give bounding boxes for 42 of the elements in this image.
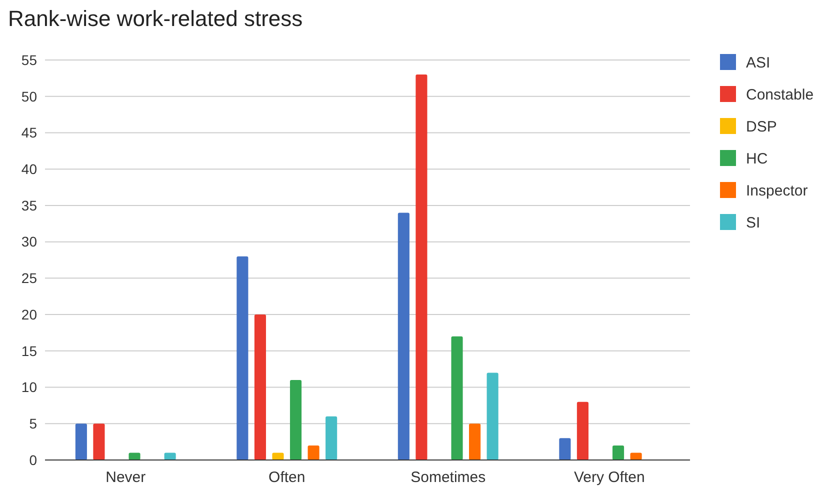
bar (326, 416, 338, 460)
x-tick-label: Often (268, 469, 306, 486)
legend-label: SI (746, 214, 760, 232)
x-tick-label: Sometimes (410, 469, 486, 486)
legend-label: Inspector (746, 182, 808, 200)
legend-label: ASI (746, 54, 770, 72)
chart-title: Rank-wise work-related stress (8, 6, 303, 31)
y-tick-label: 35 (21, 197, 38, 214)
y-tick-label: 40 (21, 160, 38, 177)
y-tick-label: 5 (29, 416, 38, 432)
y-tick-label: 20 (21, 306, 38, 322)
bar (254, 314, 266, 460)
bar (75, 424, 87, 460)
y-tick-label: 55 (21, 52, 38, 68)
bar (559, 438, 571, 460)
bar (486, 372, 498, 460)
y-tick-label: 10 (21, 379, 38, 396)
legend-label: Constable (746, 86, 814, 104)
x-tick-label: Very Often (574, 469, 645, 486)
y-tick-label: 15 (21, 342, 38, 359)
y-tick-label: 25 (21, 270, 38, 286)
bar (236, 256, 248, 460)
bar (416, 74, 428, 460)
y-tick-label: 45 (21, 124, 38, 141)
bar (93, 424, 105, 460)
bar (630, 452, 642, 460)
y-tick-label: 30 (21, 234, 38, 250)
bar (469, 424, 481, 460)
legend-label: HC (746, 150, 768, 168)
bar (612, 445, 624, 460)
bar (272, 452, 284, 460)
bar (451, 336, 463, 460)
bar (576, 402, 588, 460)
x-tick-label: Never (106, 469, 146, 486)
bar (128, 452, 140, 460)
bar (164, 452, 176, 460)
bar (290, 380, 302, 460)
y-tick-label: 50 (21, 88, 38, 104)
bar (398, 212, 410, 460)
legend-label: DSP (746, 118, 777, 136)
bar (308, 445, 320, 460)
y-tick-label: 0 (29, 452, 38, 468)
